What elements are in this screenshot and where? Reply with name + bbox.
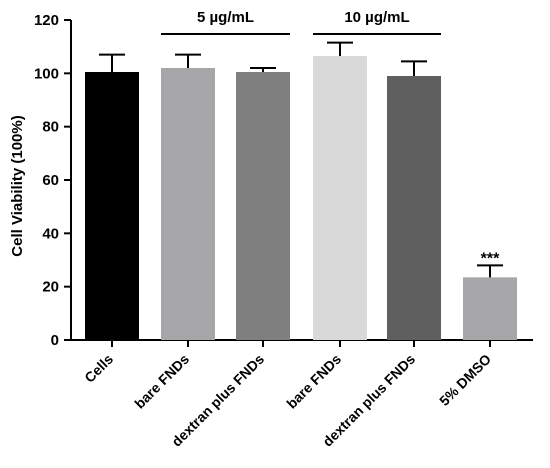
bar-1 <box>161 68 215 340</box>
y-tick-label: 60 <box>42 172 59 189</box>
y-tick-label: 120 <box>34 12 59 29</box>
group-label-0: 5 µg/mL <box>197 9 254 26</box>
y-tick-label: 40 <box>42 225 59 242</box>
y-tick-label: 20 <box>42 279 59 296</box>
y-tick-label: 100 <box>34 65 59 82</box>
bar-5 <box>463 277 517 340</box>
group-brackets: 5 µg/mL 10 µg/mL <box>161 9 441 35</box>
y-axis-title: Cell Viability (100%) <box>9 115 26 256</box>
y-tick-label: 0 <box>51 332 59 349</box>
x-category-label: 5% DMSO <box>436 351 494 409</box>
x-category-label: bare FNDs <box>131 351 192 412</box>
bar-3 <box>313 56 367 340</box>
y-tick-label: 80 <box>42 119 59 136</box>
bar-0 <box>85 72 139 340</box>
x-category-label: Cells <box>81 351 116 386</box>
significance-label: *** <box>481 250 500 267</box>
x-category-label: bare FNDs <box>283 351 344 412</box>
error-bars <box>99 41 503 278</box>
group-label-1: 10 µg/mL <box>344 9 409 26</box>
annotations: *** <box>481 250 500 267</box>
bar-4 <box>387 76 441 340</box>
bars <box>85 56 517 340</box>
bar-2 <box>236 72 290 340</box>
